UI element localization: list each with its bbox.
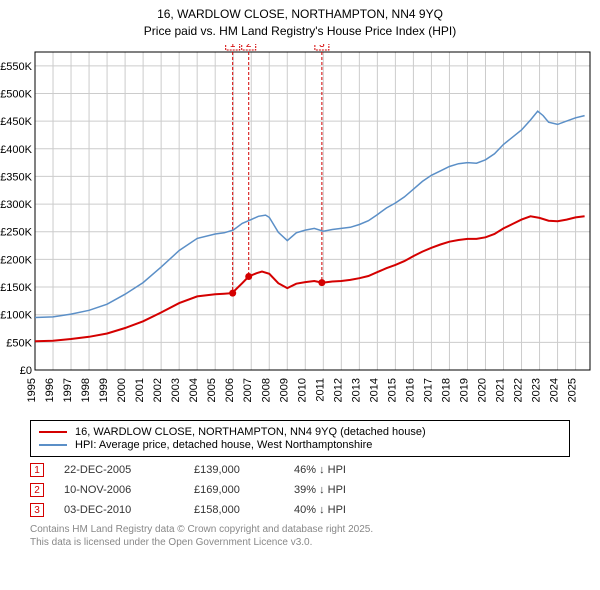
legend-swatch-1	[39, 431, 67, 433]
sale-price-3: £158,000	[194, 504, 294, 516]
svg-text:2008: 2008	[260, 378, 272, 402]
sale-marker-2: 2	[30, 483, 44, 497]
chart-svg: £0 £50K £100K £150K £200K £250K £300K £350K £400…	[0, 44, 600, 414]
sale-date-1: 22-DEC-2005	[64, 464, 194, 476]
svg-text:2020: 2020	[476, 378, 488, 402]
svg-text:3: 3	[319, 44, 325, 50]
svg-text:2024: 2024	[549, 378, 561, 402]
footer-line-1: Contains HM Land Registry data © Crown c…	[30, 523, 570, 536]
svg-text:£0: £0	[20, 365, 32, 377]
svg-text:2017: 2017	[422, 378, 434, 402]
footer: Contains HM Land Registry data © Crown c…	[30, 523, 570, 549]
svg-text:2013: 2013	[350, 378, 362, 402]
svg-text:2011: 2011	[314, 378, 326, 402]
sale-row-2: 2 10-NOV-2006 £169,000 39% ↓ HPI	[30, 483, 570, 497]
sale-price-2: £169,000	[194, 484, 294, 496]
svg-text:2022: 2022	[513, 378, 525, 402]
svg-text:1: 1	[230, 44, 236, 50]
svg-text:1999: 1999	[98, 378, 110, 402]
legend-label-1: 16, WARDLOW CLOSE, NORTHAMPTON, NN4 9YQ …	[75, 426, 426, 438]
legend-label-2: HPI: Average price, detached house, West…	[75, 439, 372, 451]
svg-text:2018: 2018	[440, 378, 452, 402]
sales-list: 1 22-DEC-2005 £139,000 46% ↓ HPI 2 10-NO…	[30, 463, 570, 517]
sale-pct-3: 40% ↓ HPI	[294, 504, 346, 516]
sale-row-3: 3 03-DEC-2010 £158,000 40% ↓ HPI	[30, 503, 570, 517]
svg-text:£200K: £200K	[0, 254, 32, 266]
sale-row-1: 1 22-DEC-2005 £139,000 46% ↓ HPI	[30, 463, 570, 477]
legend: 16, WARDLOW CLOSE, NORTHAMPTON, NN4 9YQ …	[30, 420, 570, 457]
svg-text:2006: 2006	[224, 378, 236, 402]
sale-pct-1: 46% ↓ HPI	[294, 464, 346, 476]
title-line-2: Price paid vs. HM Land Registry's House …	[0, 23, 600, 40]
svg-text:£500K: £500K	[0, 88, 32, 100]
svg-text:£450K: £450K	[0, 116, 32, 128]
svg-text:2001: 2001	[134, 378, 146, 402]
sale-pct-2: 39% ↓ HPI	[294, 484, 346, 496]
svg-text:£300K: £300K	[0, 199, 32, 211]
svg-text:£400K: £400K	[0, 143, 32, 155]
sale-date-3: 03-DEC-2010	[64, 504, 194, 516]
svg-text:1995: 1995	[26, 378, 38, 402]
svg-text:2012: 2012	[332, 378, 344, 402]
svg-text:2000: 2000	[116, 378, 128, 402]
svg-text:2003: 2003	[170, 378, 182, 402]
svg-text:2021: 2021	[495, 378, 507, 402]
svg-text:2005: 2005	[206, 378, 218, 402]
legend-item-2: HPI: Average price, detached house, West…	[39, 439, 561, 451]
footer-line-2: This data is licensed under the Open Gov…	[30, 536, 570, 549]
legend-item-1: 16, WARDLOW CLOSE, NORTHAMPTON, NN4 9YQ …	[39, 426, 561, 438]
svg-text:1998: 1998	[80, 378, 92, 402]
chart-title-block: 16, WARDLOW CLOSE, NORTHAMPTON, NN4 9YQ …	[0, 0, 600, 44]
svg-text:2019: 2019	[458, 378, 470, 402]
sale-date-2: 10-NOV-2006	[64, 484, 194, 496]
sale-marker-1: 1	[30, 463, 44, 477]
sale-marker-3: 3	[30, 503, 44, 517]
svg-text:2023: 2023	[531, 378, 543, 402]
svg-text:£350K: £350K	[0, 171, 32, 183]
svg-text:£550K: £550K	[0, 60, 32, 72]
svg-text:£50K: £50K	[6, 337, 32, 349]
svg-text:2016: 2016	[404, 378, 416, 402]
svg-text:£150K: £150K	[0, 282, 32, 294]
sale-price-1: £139,000	[194, 464, 294, 476]
svg-text:£250K: £250K	[0, 226, 32, 238]
svg-text:2025: 2025	[567, 378, 579, 402]
svg-text:2015: 2015	[386, 378, 398, 402]
svg-text:£100K: £100K	[0, 309, 32, 321]
svg-text:2014: 2014	[368, 378, 380, 402]
svg-text:1997: 1997	[62, 378, 74, 402]
svg-text:2002: 2002	[152, 378, 164, 402]
svg-text:2004: 2004	[188, 378, 200, 402]
legend-swatch-2	[39, 444, 67, 446]
svg-text:2009: 2009	[278, 378, 290, 402]
title-line-1: 16, WARDLOW CLOSE, NORTHAMPTON, NN4 9YQ	[0, 6, 600, 23]
svg-text:2: 2	[246, 44, 252, 50]
svg-text:2010: 2010	[296, 378, 308, 402]
svg-text:2007: 2007	[242, 378, 254, 402]
svg-text:1996: 1996	[44, 378, 56, 402]
chart-area: £0 £50K £100K £150K £200K £250K £300K £350K £400…	[0, 44, 600, 414]
